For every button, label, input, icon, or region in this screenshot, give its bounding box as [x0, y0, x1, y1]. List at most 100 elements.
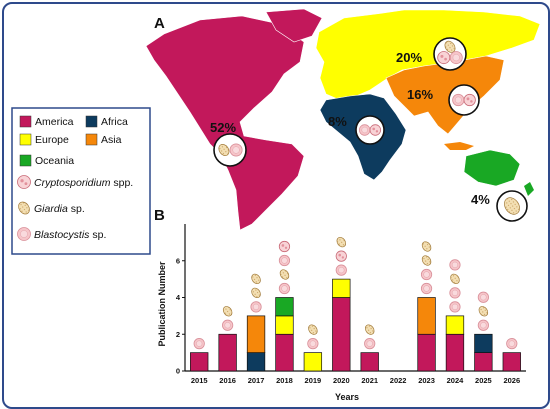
bar-segment-europe-2019 — [303, 352, 323, 372]
bar-segment-america-2016 — [218, 333, 237, 372]
bar-segment-america-2025 — [474, 352, 493, 372]
blastocystis-icon — [307, 338, 319, 350]
bar-segment-africa-2017 — [246, 352, 266, 372]
giardia-icon — [222, 306, 233, 317]
y-tick-label: 2 — [176, 330, 180, 339]
legend-label-asia: Asia — [101, 134, 122, 146]
x-tick-label: 2018 — [276, 376, 293, 385]
legend-swatch-america — [19, 115, 32, 128]
blastocystis-icon — [335, 264, 347, 276]
legend-label-blastocystis: Blastocystis sp. — [34, 229, 106, 241]
cryptosporidium-icon — [369, 124, 382, 136]
blastocystis-icon — [358, 124, 371, 136]
legend-label-europe: Europe — [35, 134, 69, 146]
bar-segment-america-2018 — [275, 333, 294, 372]
bar-segment-europe-2024 — [445, 315, 465, 335]
giardia-icon — [364, 324, 375, 335]
map-callout-america — [213, 133, 247, 167]
x-tick-label: 2016 — [219, 376, 236, 385]
giardia-icon — [421, 241, 432, 252]
legend-label-oceania: Oceania — [35, 155, 74, 167]
legend-swatch-asia — [85, 133, 98, 146]
map-callout-asia — [448, 84, 480, 116]
map-region-oceania — [463, 149, 521, 187]
blastocystis-icon — [449, 259, 461, 271]
legend-label-cryptosporidium: Cryptosporidium spp. — [34, 177, 133, 189]
x-tick-label: 2023 — [418, 376, 435, 385]
giardia-icon — [308, 324, 318, 335]
bar-segment-oceania-2018 — [275, 297, 294, 317]
legend: America Africa Europe Asia Oceania Crypt… — [11, 107, 151, 255]
legend-swatch-europe — [19, 133, 32, 146]
bar-segment-europe-2020 — [332, 278, 351, 298]
giardia-icon — [336, 236, 347, 248]
x-tick-label: 2022 — [390, 376, 407, 385]
blastocystis-icon — [452, 93, 465, 107]
cryptosporidium-icon — [17, 175, 31, 189]
bar-segment-america-2024 — [445, 333, 465, 372]
map-region-asia-islands — [444, 142, 474, 150]
x-tick-label: 2020 — [333, 376, 350, 385]
pct-america: 52% — [210, 120, 236, 135]
bar-segment-europe-2018 — [275, 315, 294, 335]
giardia-icon — [478, 306, 489, 317]
blastocystis-icon — [449, 51, 463, 65]
blastocystis-icon — [420, 268, 433, 281]
y-axis-title: Publication Number — [157, 261, 167, 347]
map-callout-africa — [355, 115, 385, 145]
y-tick-label: 6 — [176, 256, 180, 265]
map-region-oceania-islands — [524, 182, 534, 196]
giardia-icon — [450, 273, 460, 285]
bar-segment-america-2026 — [502, 352, 521, 372]
bar-chart: 0 2 4 6 2015 2016 2017 2018 2019 2020 2021 2022 2023… — [176, 224, 526, 385]
figure-canvas: A 52% 8% 20% 16% 4% America Africa Europ… — [11, 8, 541, 402]
blastocystis-icon — [477, 319, 489, 331]
x-tick-label: 2017 — [248, 376, 265, 385]
x-axis-title: Years — [335, 392, 359, 402]
bar-segment-asia-2023 — [417, 297, 436, 335]
blastocystis-icon — [506, 338, 518, 350]
blastocystis-icon — [449, 301, 461, 313]
y-tick-label: 4 — [176, 293, 181, 302]
blastocystis-icon — [17, 227, 31, 241]
cryptosporidium-oocyst-icon — [17, 175, 31, 189]
blastocystis-icon — [364, 338, 376, 350]
x-tick-label: 2026 — [503, 376, 520, 385]
blastocystis-icon — [193, 338, 205, 350]
x-tick-label: 2019 — [305, 376, 322, 385]
blastocystis-icon — [278, 254, 291, 267]
y-tick-label: 0 — [176, 367, 180, 376]
legend-label-giardia: Giardia sp. — [34, 203, 85, 215]
x-tick-label: 2015 — [191, 376, 208, 385]
bar-segment-asia-2017 — [246, 315, 266, 353]
map-region-america — [145, 15, 305, 231]
giardia-icon — [421, 255, 432, 266]
pct-europe: 20% — [396, 50, 422, 65]
blastocystis-icon — [229, 143, 243, 157]
bar-segment-america-2021 — [360, 352, 379, 372]
legend-box — [11, 107, 151, 255]
world-map — [145, 8, 541, 231]
pct-asia: 16% — [407, 87, 433, 102]
bar-segment-america-2015 — [190, 352, 209, 372]
panel-letter-a: A — [154, 15, 165, 32]
giardia-icon — [18, 201, 30, 215]
bar-segment-america-2023 — [417, 333, 436, 372]
map-parasite-callouts — [213, 37, 528, 222]
map-callout-oceania — [496, 190, 528, 222]
legend-label-africa: Africa — [101, 116, 128, 128]
x-tick-label: 2024 — [447, 376, 465, 385]
cryptosporidium-icon — [463, 93, 476, 107]
pct-oceania: 4% — [471, 192, 490, 207]
bar-segment-america-2020 — [332, 297, 351, 372]
cryptosporidium-icon — [278, 240, 291, 253]
map-callout-europe — [433, 37, 467, 71]
giardia-icon — [504, 197, 520, 215]
giardia-icon — [218, 144, 230, 156]
panel-letter-b: B — [154, 207, 165, 224]
giardia-icon — [279, 269, 290, 280]
blastocystis-icon — [278, 282, 291, 295]
giardia-icon — [251, 287, 261, 299]
pct-africa: 8% — [328, 114, 347, 129]
